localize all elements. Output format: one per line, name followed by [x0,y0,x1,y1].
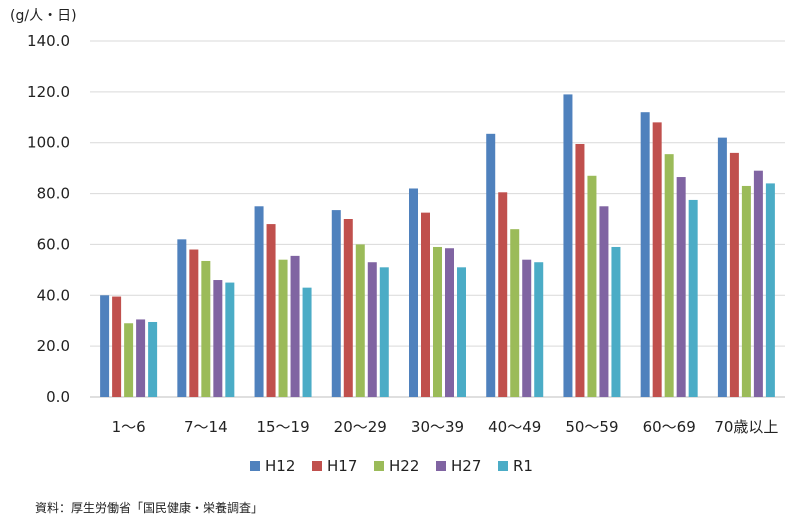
x-category-label: 1〜6 [112,418,146,436]
bar-h22-4 [433,246,442,397]
bar-r1-2 [302,287,312,397]
bar-r1-3 [379,267,389,397]
legend-label-h12: H12 [265,457,295,475]
bar-h12-5 [486,133,496,398]
bar-r1-5 [534,262,544,397]
x-category-label: 7〜14 [184,418,228,436]
bar-h12-6 [563,94,573,398]
x-category-label: 40〜49 [488,418,541,436]
y-tick-label: 20.0 [37,337,70,355]
legend-swatch-h22 [374,461,384,471]
bar-h22-1 [201,260,211,397]
legend-label-h22: H22 [389,457,419,475]
y-tick-label: 120.0 [27,83,70,101]
bar-h17-4 [421,212,430,397]
bar-h12-2 [254,206,264,397]
y-tick-label: 40.0 [37,286,70,304]
y-tick-label: 100.0 [27,134,70,152]
bar-h17-2 [266,224,276,397]
legend-swatch-h27 [436,461,446,471]
bar-h17-0 [112,296,122,397]
bar-h12-7 [640,112,650,397]
legend-swatch-r1 [498,461,508,471]
bar-h17-8 [729,152,739,397]
y-tick-label: 0.0 [46,388,70,406]
bar-h12-1 [177,239,187,397]
bar-h27-3 [367,262,377,397]
bar-h22-0 [124,323,134,397]
bar-h27-8 [753,170,763,397]
bar-h27-4 [445,248,454,397]
bar-h22-6 [587,175,597,397]
bar-h12-8 [717,137,727,397]
x-category-label: 70歳以上 [714,418,778,436]
legend-label-r1: R1 [513,457,533,475]
x-category-label: 60〜69 [643,418,696,436]
bar-r1-1 [225,282,235,397]
bar-h17-3 [343,219,353,397]
bar-h27-6 [599,206,609,397]
bar-h27-2 [290,255,300,397]
legend-label-h27: H27 [451,457,481,475]
bar-h17-6 [575,143,585,397]
bar-h27-1 [213,280,223,397]
bar-h12-3 [331,210,341,397]
bar-h12-0 [100,295,110,397]
bar-h17-5 [498,192,508,397]
y-axis-unit-label: (g/人・日) [10,8,77,24]
y-tick-label: 60.0 [37,235,70,253]
bar-h22-8 [741,185,751,397]
bar-h22-5 [510,229,520,397]
legend-swatch-h17 [312,461,322,471]
bar-r1-8 [765,183,775,397]
legend-label-h17: H17 [327,457,357,475]
bar-r1-7 [688,199,698,397]
y-tick-label: 140.0 [27,32,70,50]
x-category-label: 30〜39 [411,418,464,436]
bar-h22-7 [664,154,674,397]
bar-h17-7 [652,122,662,397]
bar-h22-3 [355,244,365,397]
bar-r1-4 [457,267,466,397]
bars [100,94,775,398]
bar-r1-0 [148,321,158,397]
bar-h27-5 [522,259,532,397]
bar-r1-6 [611,246,621,397]
y-tick-label: 80.0 [37,185,70,203]
bar-h22-2 [278,259,288,397]
bar-h17-1 [189,249,199,397]
x-category-label: 50〜59 [565,418,618,436]
bar-h12-4 [409,188,418,397]
x-category-label: 20〜29 [334,418,387,436]
bar-h27-0 [136,319,146,397]
bar-h27-7 [676,177,686,397]
x-axis-categories: 1〜6 7〜14 15〜19 20〜29 30〜39 40〜49 50〜59 60〜69 70歳… [112,418,779,436]
legend: H12 H17 H22 H27 R1 [250,457,533,475]
x-category-label: 15〜19 [256,418,309,436]
source-note: 資料：厚生労働省「国民健康・栄養調査」 [35,501,264,515]
legend-swatch-h12 [250,461,260,471]
y-axis-ticks: 0.0 20.0 40.0 60.0 80.0 100.0 120.0 140.0 [27,32,70,406]
